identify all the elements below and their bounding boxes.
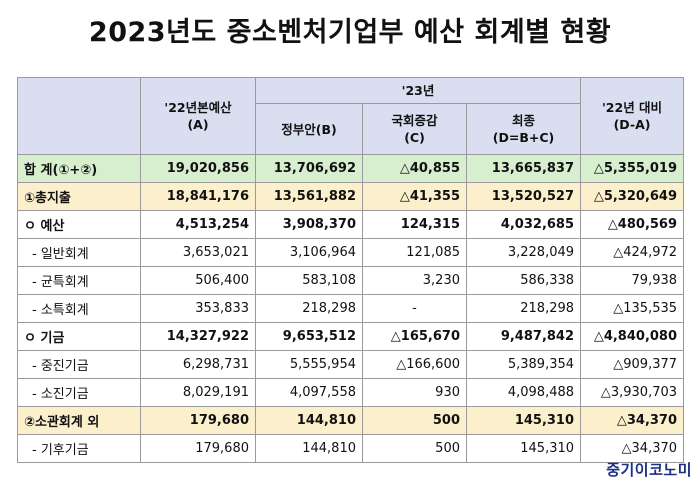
cell-prev: 3,653,021	[140, 238, 256, 267]
cell-assembly: -	[362, 294, 467, 323]
budget-table: '22년본예산 (A) '23년 '22년 대비 (D-A) 정부안(B) 국회…	[17, 77, 685, 463]
row-label: ㅇ 예산	[17, 210, 141, 239]
cell-prev: 179,680	[140, 434, 256, 463]
cell-prev: 179,680	[140, 406, 256, 435]
cell-compare: △5,320,649	[580, 182, 685, 211]
publisher-logo: 중기이코노미	[606, 461, 692, 479]
cell-assembly: △165,670	[362, 322, 467, 351]
header-assembly-label: 국회증감	[391, 113, 438, 128]
table-row: - 중진기금 6,298,731 5,555,954 △166,600 5,38…	[17, 350, 685, 379]
cell-final: 4,032,685	[465, 210, 582, 239]
table-row: - 균특회계 506,400 583,108 3,230 586,338 79,…	[17, 266, 685, 295]
table-row: - 소진기금 8,029,191 4,097,558 930 4,098,488…	[17, 378, 685, 407]
cell-compare: △5,355,019	[580, 154, 685, 183]
cell-govt: 13,706,692	[255, 154, 363, 183]
table-row-total: 합 계(①+②) 19,020,856 13,706,692 △40,855 1…	[17, 154, 685, 183]
header-prev-label: '22년본예산	[164, 100, 232, 115]
header-assembly: 국회증감 (C)	[362, 103, 467, 155]
cell-prev: 6,298,731	[140, 350, 256, 379]
row-label: ①총지출	[17, 182, 141, 211]
cell-govt: 218,298	[255, 294, 363, 323]
cell-assembly: 500	[362, 406, 467, 435]
header-prev-budget: '22년본예산 (A)	[140, 77, 256, 155]
page-title: 2023년도 중소벤처기업부 예산 회계별 현황	[88, 17, 612, 48]
row-label: - 일반회계	[17, 238, 141, 267]
cell-final: 5,389,354	[465, 350, 582, 379]
row-label: - 소진기금	[17, 378, 141, 407]
cell-final: 9,487,842	[465, 322, 582, 351]
row-label: 합 계(①+②)	[17, 154, 141, 183]
header-compare: '22년 대비 (D-A)	[580, 77, 685, 155]
cell-compare: △135,535	[580, 294, 685, 323]
cell-assembly: 930	[362, 378, 467, 407]
header-compare-label: '22년 대비	[601, 100, 663, 115]
header-final-label: 최종	[512, 113, 536, 128]
table-row-other-accounts: ②소관회계 외 179,680 144,810 500 145,310 △34,…	[17, 406, 685, 435]
cell-final: 3,228,049	[465, 238, 582, 267]
cell-assembly: 3,230	[362, 266, 467, 295]
cell-final: 13,520,527	[465, 182, 582, 211]
cell-compare: △3,930,703	[580, 378, 685, 407]
cell-final: 145,310	[465, 406, 582, 435]
cell-final: 4,098,488	[465, 378, 582, 407]
cell-assembly: 121,085	[362, 238, 467, 267]
cell-prev: 18,841,176	[140, 182, 256, 211]
cell-prev: 353,833	[140, 294, 256, 323]
row-label: ㅇ 기금	[17, 322, 141, 351]
cell-govt: 5,555,954	[255, 350, 363, 379]
table-row: - 소특회계 353,833 218,298 - 218,298 △135,53…	[17, 294, 685, 323]
cell-assembly: 124,315	[362, 210, 467, 239]
header-assembly-code: (C)	[404, 130, 425, 145]
cell-govt: 3,908,370	[255, 210, 363, 239]
cell-compare: △424,972	[580, 238, 685, 267]
cell-govt: 4,097,558	[255, 378, 363, 407]
cell-govt: 583,108	[255, 266, 363, 295]
row-label: - 기후기금	[17, 434, 141, 463]
header-govt: 정부안(B)	[255, 103, 363, 155]
cell-final: 145,310	[465, 434, 582, 463]
cell-prev: 14,327,922	[140, 322, 256, 351]
cell-final: 218,298	[465, 294, 582, 323]
header-year23: '23년	[254, 77, 582, 104]
cell-compare: △480,569	[580, 210, 685, 239]
cell-govt: 9,653,512	[255, 322, 363, 351]
cell-assembly: △40,855	[362, 154, 467, 183]
cell-govt: 144,810	[255, 434, 363, 463]
row-label: ②소관회계 외	[17, 406, 141, 435]
table-row-budget: ㅇ 예산 4,513,254 3,908,370 124,315 4,032,6…	[17, 210, 685, 239]
table-row: - 일반회계 3,653,021 3,106,964 121,085 3,228…	[17, 238, 685, 267]
cell-assembly: 500	[362, 434, 467, 463]
cell-compare: △4,840,080	[580, 322, 685, 351]
row-label: - 균특회계	[17, 266, 141, 295]
header-compare-code: (D-A)	[613, 117, 651, 132]
cell-prev: 8,029,191	[140, 378, 256, 407]
header-prev-code: (A)	[187, 117, 209, 132]
cell-prev: 4,513,254	[140, 210, 256, 239]
cell-prev: 19,020,856	[140, 154, 256, 183]
cell-compare: △34,370	[580, 434, 685, 463]
header-final-code: (D=B+C)	[492, 130, 555, 145]
cell-final: 586,338	[465, 266, 582, 295]
table-row: - 기후기금 179,680 144,810 500 145,310 △34,3…	[17, 434, 685, 463]
cell-govt: 13,561,882	[255, 182, 363, 211]
cell-assembly: △41,355	[362, 182, 467, 211]
header-category	[17, 77, 141, 155]
cell-prev: 506,400	[140, 266, 256, 295]
cell-compare: 79,938	[580, 266, 685, 295]
cell-compare: △34,370	[580, 406, 685, 435]
cell-govt: 144,810	[255, 406, 363, 435]
header-final: 최종 (D=B+C)	[465, 103, 582, 155]
cell-final: 13,665,837	[465, 154, 582, 183]
table-row-total-expenditure: ①총지출 18,841,176 13,561,882 △41,355 13,52…	[17, 182, 685, 211]
row-label: - 소특회계	[17, 294, 141, 323]
table-row-fund: ㅇ 기금 14,327,922 9,653,512 △165,670 9,487…	[17, 322, 685, 351]
row-label: - 중진기금	[17, 350, 141, 379]
cell-govt: 3,106,964	[255, 238, 363, 267]
cell-assembly: △166,600	[362, 350, 467, 379]
cell-compare: △909,377	[580, 350, 685, 379]
